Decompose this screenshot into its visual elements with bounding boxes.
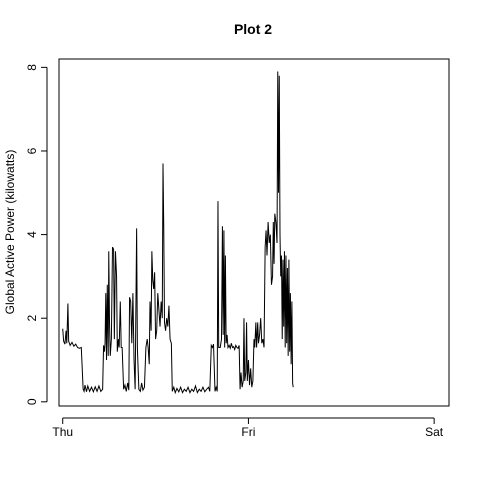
series-layer <box>62 71 294 395</box>
y-axis-label: Global Active Power (kilowatts) <box>3 150 17 315</box>
y-axis: 0 2 4 6 8 <box>25 64 48 405</box>
y-tick-label: 6 <box>25 147 39 154</box>
x-tick-label-fri: Fri <box>241 425 255 439</box>
y-tick-label: 4 <box>25 231 39 238</box>
series-line <box>62 71 294 395</box>
x-tick-label-thu: Thu <box>52 425 73 439</box>
y-tick-label: 2 <box>25 315 39 322</box>
chart-title: Plot 2 <box>234 21 272 37</box>
x-axis: Thu Fri Sat <box>52 417 444 439</box>
x-tick-label-sat: Sat <box>425 425 444 439</box>
y-tick-label: 0 <box>25 398 39 405</box>
plot-frame <box>58 58 450 407</box>
y-tick-label: 8 <box>25 64 39 71</box>
